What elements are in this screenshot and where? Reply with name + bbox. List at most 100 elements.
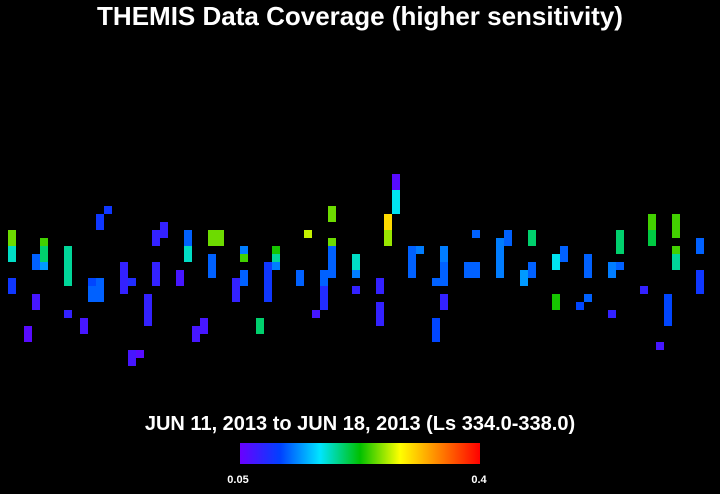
coverage-cell bbox=[496, 254, 504, 262]
coverage-cell bbox=[440, 262, 448, 270]
coverage-cell bbox=[264, 278, 272, 286]
coverage-cell bbox=[8, 286, 16, 294]
coverage-cell bbox=[376, 278, 384, 286]
coverage-cell bbox=[208, 238, 216, 246]
coverage-cell bbox=[560, 246, 568, 254]
coverage-cell bbox=[320, 302, 328, 310]
coverage-cell bbox=[696, 278, 704, 286]
coverage-cell bbox=[8, 230, 16, 238]
coverage-cell bbox=[440, 302, 448, 310]
coverage-cell bbox=[648, 222, 656, 230]
coverage-cell bbox=[160, 230, 168, 238]
coverage-cell bbox=[88, 286, 96, 294]
coverage-cell bbox=[432, 334, 440, 342]
coverage-cell bbox=[216, 238, 224, 246]
coverage-cell bbox=[256, 318, 264, 326]
coverage-cell bbox=[328, 214, 336, 222]
colorbar-min-label: 0.05 bbox=[227, 474, 248, 486]
coverage-cell bbox=[120, 270, 128, 278]
coverage-cell bbox=[464, 270, 472, 278]
coverage-cell bbox=[272, 262, 280, 270]
coverage-cell bbox=[32, 302, 40, 310]
coverage-cell bbox=[584, 270, 592, 278]
coverage-cell bbox=[80, 318, 88, 326]
coverage-cell bbox=[320, 294, 328, 302]
coverage-cell bbox=[576, 302, 584, 310]
coverage-cell bbox=[408, 262, 416, 270]
coverage-cell bbox=[176, 278, 184, 286]
coverage-cell bbox=[208, 262, 216, 270]
coverage-cell bbox=[664, 310, 672, 318]
coverage-cell bbox=[352, 254, 360, 262]
chart-title: THEMIS Data Coverage (higher sensitivity… bbox=[97, 1, 623, 31]
coverage-cell bbox=[264, 286, 272, 294]
coverage-cell bbox=[96, 286, 104, 294]
coverage-cell bbox=[672, 230, 680, 238]
coverage-cell bbox=[8, 238, 16, 246]
coverage-cell bbox=[304, 230, 312, 238]
coverage-cell bbox=[144, 318, 152, 326]
coverage-cell bbox=[120, 286, 128, 294]
coverage-cell bbox=[64, 270, 72, 278]
coverage-cell bbox=[464, 262, 472, 270]
coverage-cell bbox=[96, 214, 104, 222]
coverage-cell bbox=[64, 278, 72, 286]
coverage-cell bbox=[24, 326, 32, 334]
coverage-cell bbox=[152, 262, 160, 270]
coverage-cell bbox=[496, 262, 504, 270]
coverage-cell bbox=[160, 222, 168, 230]
coverage-cell bbox=[328, 238, 336, 246]
coverage-cell bbox=[472, 262, 480, 270]
coverage-cell bbox=[88, 278, 96, 286]
coverage-cell bbox=[144, 294, 152, 302]
coverage-cell bbox=[200, 318, 208, 326]
coverage-cell bbox=[648, 230, 656, 238]
coverage-cell bbox=[328, 246, 336, 254]
coverage-cell bbox=[504, 238, 512, 246]
coverage-cell bbox=[672, 246, 680, 254]
coverage-cell bbox=[472, 270, 480, 278]
colorbar bbox=[240, 443, 480, 464]
coverage-cell bbox=[528, 262, 536, 270]
coverage-cell bbox=[440, 278, 448, 286]
coverage-cell bbox=[152, 270, 160, 278]
coverage-cell bbox=[520, 270, 528, 278]
coverage-cell bbox=[664, 294, 672, 302]
coverage-cell bbox=[664, 302, 672, 310]
coverage-cell bbox=[432, 326, 440, 334]
coverage-cell bbox=[320, 286, 328, 294]
coverage-cell bbox=[584, 254, 592, 262]
coverage-cell bbox=[552, 302, 560, 310]
coverage-cell bbox=[496, 270, 504, 278]
coverage-cell bbox=[640, 286, 648, 294]
coverage-cell bbox=[392, 190, 400, 198]
coverage-cell bbox=[696, 270, 704, 278]
chart-subtitle: JUN 11, 2013 to JUN 18, 2013 (Ls 334.0-3… bbox=[145, 413, 575, 435]
coverage-cell bbox=[216, 230, 224, 238]
coverage-cell bbox=[296, 278, 304, 286]
coverage-cell bbox=[528, 238, 536, 246]
coverage-cell bbox=[32, 294, 40, 302]
coverage-cell bbox=[32, 254, 40, 262]
coverage-cell bbox=[192, 326, 200, 334]
coverage-cell bbox=[64, 310, 72, 318]
coverage-cell bbox=[8, 254, 16, 262]
coverage-cell bbox=[440, 294, 448, 302]
coverage-cell bbox=[696, 238, 704, 246]
coverage-cell bbox=[408, 270, 416, 278]
coverage-cell bbox=[232, 286, 240, 294]
coverage-cell bbox=[128, 278, 136, 286]
coverage-cell bbox=[384, 214, 392, 222]
coverage-cell bbox=[376, 302, 384, 310]
coverage-cell bbox=[392, 182, 400, 190]
coverage-cell bbox=[240, 270, 248, 278]
coverage-cell bbox=[264, 294, 272, 302]
coverage-cell bbox=[608, 262, 616, 270]
coverage-cell bbox=[296, 270, 304, 278]
coverage-cell bbox=[40, 246, 48, 254]
coverage-cell bbox=[672, 254, 680, 262]
coverage-cell bbox=[376, 286, 384, 294]
coverage-cell bbox=[616, 238, 624, 246]
coverage-cell bbox=[552, 254, 560, 262]
